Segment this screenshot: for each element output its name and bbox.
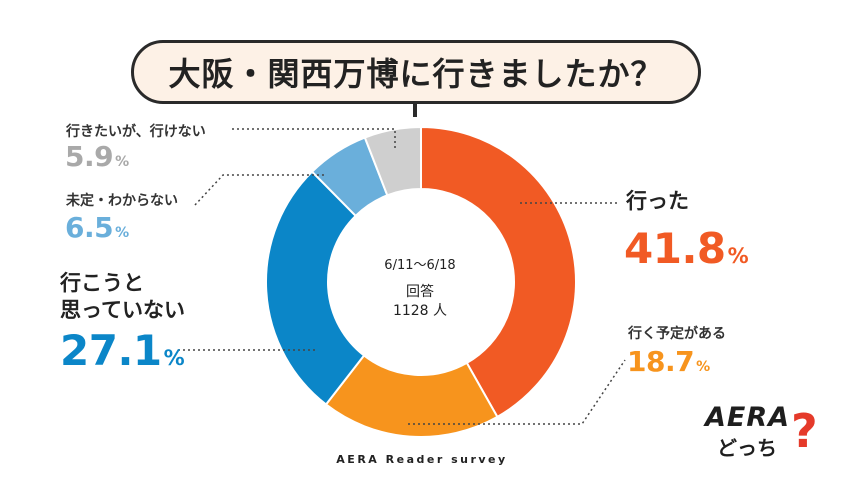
logo-tagline: どっち bbox=[717, 436, 777, 460]
label-undecided: 未定・わからない bbox=[66, 193, 178, 209]
slice-no-intent bbox=[265, 170, 366, 406]
leader-want-cannot bbox=[232, 128, 396, 150]
value-undecided-number: 6.5 bbox=[65, 211, 114, 244]
value-went: 41.8% bbox=[624, 224, 749, 273]
survey-period: 6/11～6/18 bbox=[384, 258, 456, 273]
leader-lines bbox=[178, 128, 626, 425]
slice-want-cannot bbox=[363, 125, 422, 197]
value-want-cannot-number: 5.9 bbox=[65, 140, 114, 173]
respondents-value: 1128 人 bbox=[392, 303, 448, 319]
donut-slices bbox=[265, 125, 577, 438]
value-undecided-pct: % bbox=[115, 225, 129, 241]
aera-dotchi-logo: AERA どっち ? bbox=[705, 402, 825, 464]
label-want-cannot: 行きたいが、行けない bbox=[66, 124, 206, 140]
value-went-number: 41.8 bbox=[624, 224, 726, 273]
value-no-intent-pct: % bbox=[163, 346, 185, 370]
value-plan-pct: % bbox=[696, 359, 710, 375]
leader-plan bbox=[408, 359, 626, 425]
label-no-intent-line2: 思っていない bbox=[60, 298, 185, 322]
logo-brand: AERA bbox=[705, 402, 791, 433]
value-want-cannot-pct: % bbox=[115, 154, 129, 170]
source-footer: AERA Reader survey bbox=[336, 453, 508, 466]
value-plan-number: 18.7 bbox=[627, 345, 695, 378]
value-no-intent: 27.1% bbox=[60, 326, 185, 375]
chart-title: 大阪・関西万博に行きましたか？ bbox=[168, 55, 664, 93]
value-undecided: 6.5% bbox=[65, 211, 129, 244]
label-no-intent-line1: 行こうと bbox=[60, 271, 144, 295]
respondents-label: 回答 bbox=[406, 284, 434, 300]
value-went-pct: % bbox=[727, 244, 749, 268]
leader-undecided bbox=[194, 174, 325, 206]
respondent-count: 回答 1128 人 bbox=[330, 283, 510, 321]
value-plan: 18.7% bbox=[627, 345, 710, 378]
label-no-intent: 行こうと 思っていない bbox=[60, 270, 185, 324]
title-bubble-tail bbox=[413, 103, 417, 117]
label-plan: 行く予定がある bbox=[628, 326, 726, 342]
title-bubble: 大阪・関西万博に行きましたか？ bbox=[131, 40, 701, 104]
slice-went bbox=[420, 125, 577, 419]
label-went: 行った bbox=[626, 189, 689, 213]
value-no-intent-number: 27.1 bbox=[60, 326, 162, 375]
value-want-cannot: 5.9% bbox=[65, 140, 129, 173]
logo-question-mark: ? bbox=[791, 404, 818, 458]
